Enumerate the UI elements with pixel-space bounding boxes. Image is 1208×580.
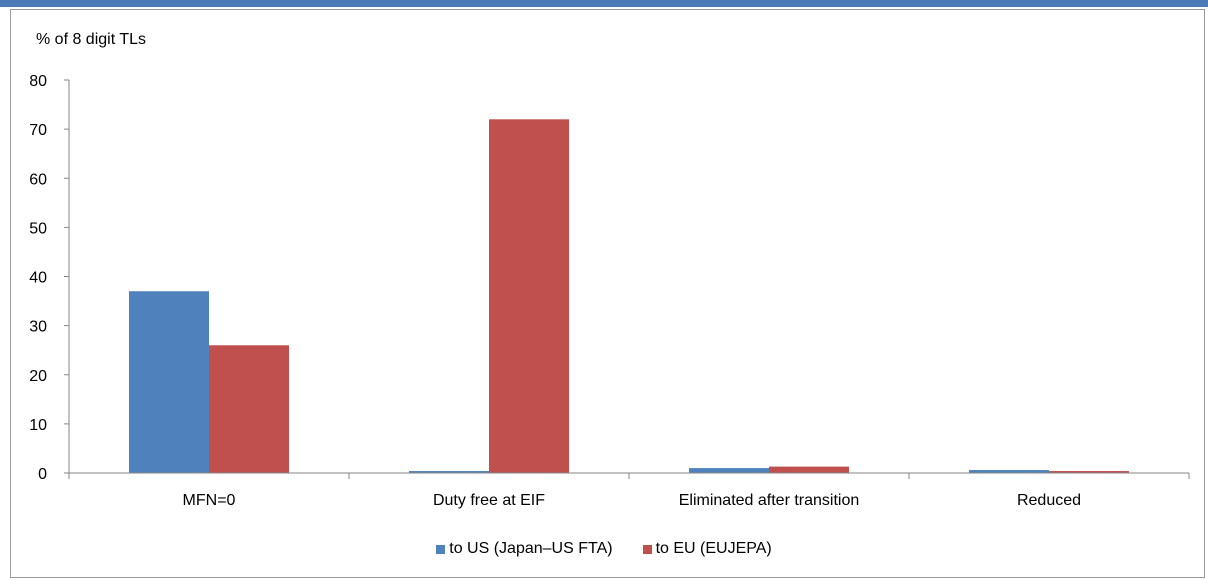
bar-us	[689, 468, 769, 473]
legend-label-us: to US (Japan–US FTA)	[449, 540, 613, 557]
bar-eu	[209, 345, 289, 473]
bar-eu	[1049, 471, 1129, 473]
legend-swatch-eu	[642, 544, 652, 554]
legend-item-eu: to EU (EUJEPA)	[642, 540, 772, 558]
y-tick-label: 60	[29, 171, 47, 188]
legend-item-us: to US (Japan–US FTA)	[436, 540, 613, 558]
y-tick-label: 50	[29, 220, 47, 237]
y-tick-label: 30	[29, 319, 47, 336]
bar-eu	[769, 466, 849, 473]
y-axis-title: % of 8 digit TLs	[36, 31, 146, 48]
y-tick-label: 20	[29, 368, 47, 385]
bar-us	[969, 470, 1049, 473]
x-tick-label: Reduced	[1017, 492, 1081, 509]
legend-label-eu: to EU (EUJEPA)	[655, 540, 772, 557]
bar-us	[409, 471, 489, 473]
y-tick-label: 0	[38, 466, 47, 483]
legend: to US (Japan–US FTA) to EU (EUJEPA)	[0, 540, 1208, 558]
chart-frame	[10, 9, 1205, 578]
x-tick-label: MFN=0	[183, 492, 236, 509]
x-tick-label: Duty free at EIF	[433, 492, 545, 509]
y-tick-label: 70	[29, 122, 47, 139]
bar-us	[129, 291, 209, 473]
y-tick-label: 80	[29, 73, 47, 90]
top-accent-bar	[0, 0, 1208, 7]
y-tick-label: 40	[29, 270, 47, 287]
y-tick-label: 10	[29, 417, 47, 434]
bar-eu	[489, 119, 569, 474]
legend-swatch-us	[436, 544, 446, 554]
x-tick-label: Eliminated after transition	[679, 492, 860, 509]
